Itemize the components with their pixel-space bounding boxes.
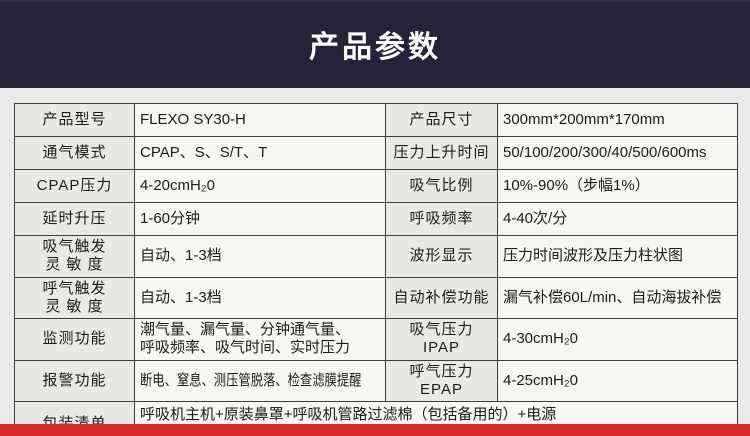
table-row-mode-risetime: 通气模式 CPAP、S、S/T、T 压力上升时间 50/100/200/300/… bbox=[14, 136, 738, 170]
bottom-red-bar bbox=[0, 424, 750, 436]
spec-label: 包装清单 bbox=[14, 401, 135, 436]
spec-value: 50/100/200/300/40/500/600ms bbox=[497, 136, 738, 170]
spec-label: 通气模式 bbox=[14, 136, 135, 170]
spec-label: 吸气比例 bbox=[385, 169, 498, 203]
table-row-monitoring-ipap: 监测功能 潮气量、漏气量、分钟通气量、 呼吸频率、吸气时间、实时压力 吸气压力I… bbox=[14, 318, 738, 361]
table-row-cpap-ratio: CPAP压力 4-20cmH₂0 吸气比例 10%-90%（步幅1%） bbox=[14, 169, 738, 203]
spec-value: 自动、1-3档 bbox=[134, 276, 386, 320]
spec-label: 产品尺寸 bbox=[385, 103, 498, 137]
spec-value: 1-60分钟 bbox=[134, 202, 386, 236]
spec-label: CPAP压力 bbox=[14, 169, 135, 203]
spec-value: 4-40次/分 bbox=[497, 202, 738, 236]
spec-label: 吸气触发 灵 敏 度 bbox=[14, 235, 135, 278]
spec-label: 报警功能 bbox=[14, 359, 135, 403]
table-row-alarm-epap: 报警功能 断电、窒息、测压管脱落、检查滤膜提醒 呼气压力EPAP 4-25cmH… bbox=[14, 359, 738, 403]
spec-value: 4-30cmH₂0 bbox=[497, 318, 738, 361]
spec-label: 产品型号 bbox=[14, 103, 135, 137]
spec-value: 自动、1-3档 bbox=[134, 235, 386, 278]
header-banner: 产品参数 bbox=[0, 0, 750, 88]
spec-value: 4-25cmH₂0 bbox=[497, 359, 738, 403]
spec-label: 压力上升时间 bbox=[385, 136, 498, 170]
spec-label: 延时升压 bbox=[14, 202, 135, 236]
alarm-value-text: 断电、窒息、测压管脱落、检查滤膜提醒 bbox=[140, 371, 362, 389]
spec-label: 呼气触发 灵 敏 度 bbox=[14, 276, 135, 320]
spec-value: 断电、窒息、测压管脱落、检查滤膜提醒 bbox=[134, 359, 386, 403]
table-row-delay-rate: 延时升压 1-60分钟 呼吸频率 4-40次/分 bbox=[14, 202, 738, 236]
spec-label: 呼吸频率 bbox=[385, 202, 498, 236]
spec-value: FLEXO SY30-H bbox=[134, 103, 386, 137]
table-row-insp-trigger-waveform: 吸气触发 灵 敏 度 自动、1-3档 波形显示 压力时间波形及压力柱状图 bbox=[14, 235, 738, 278]
spec-value: 压力时间波形及压力柱状图 bbox=[497, 235, 738, 278]
table-row-model-size: 产品型号 FLEXO SY30-H 产品尺寸 300mm*200mm*170mm bbox=[14, 103, 738, 137]
spec-value: 10%-90%（步幅1%） bbox=[497, 169, 738, 203]
spec-value: 漏气补偿60L/min、自动海拔补偿 bbox=[497, 276, 738, 320]
table-row-exp-trigger-compensation: 呼气触发 灵 敏 度 自动、1-3档 自动补偿功能 漏气补偿60L/min、自动… bbox=[14, 276, 738, 320]
spec-label: 自动补偿功能 bbox=[385, 276, 498, 320]
spec-value: 4-20cmH₂0 bbox=[134, 169, 386, 203]
spec-label: 吸气压力IPAP bbox=[385, 318, 498, 361]
spec-label: 波形显示 bbox=[385, 235, 498, 278]
spec-value: CPAP、S、S/T、T bbox=[134, 136, 386, 170]
spec-value: 潮气量、漏气量、分钟通气量、 呼吸频率、吸气时间、实时压力 bbox=[134, 318, 386, 361]
spec-table: 产品型号 FLEXO SY30-H 产品尺寸 300mm*200mm*170mm… bbox=[14, 103, 738, 436]
spec-value: 300mm*200mm*170mm bbox=[497, 103, 738, 137]
spec-label: 呼气压力EPAP bbox=[385, 359, 498, 403]
page-title: 产品参数 bbox=[309, 31, 441, 64]
spec-label: 监测功能 bbox=[14, 318, 135, 361]
